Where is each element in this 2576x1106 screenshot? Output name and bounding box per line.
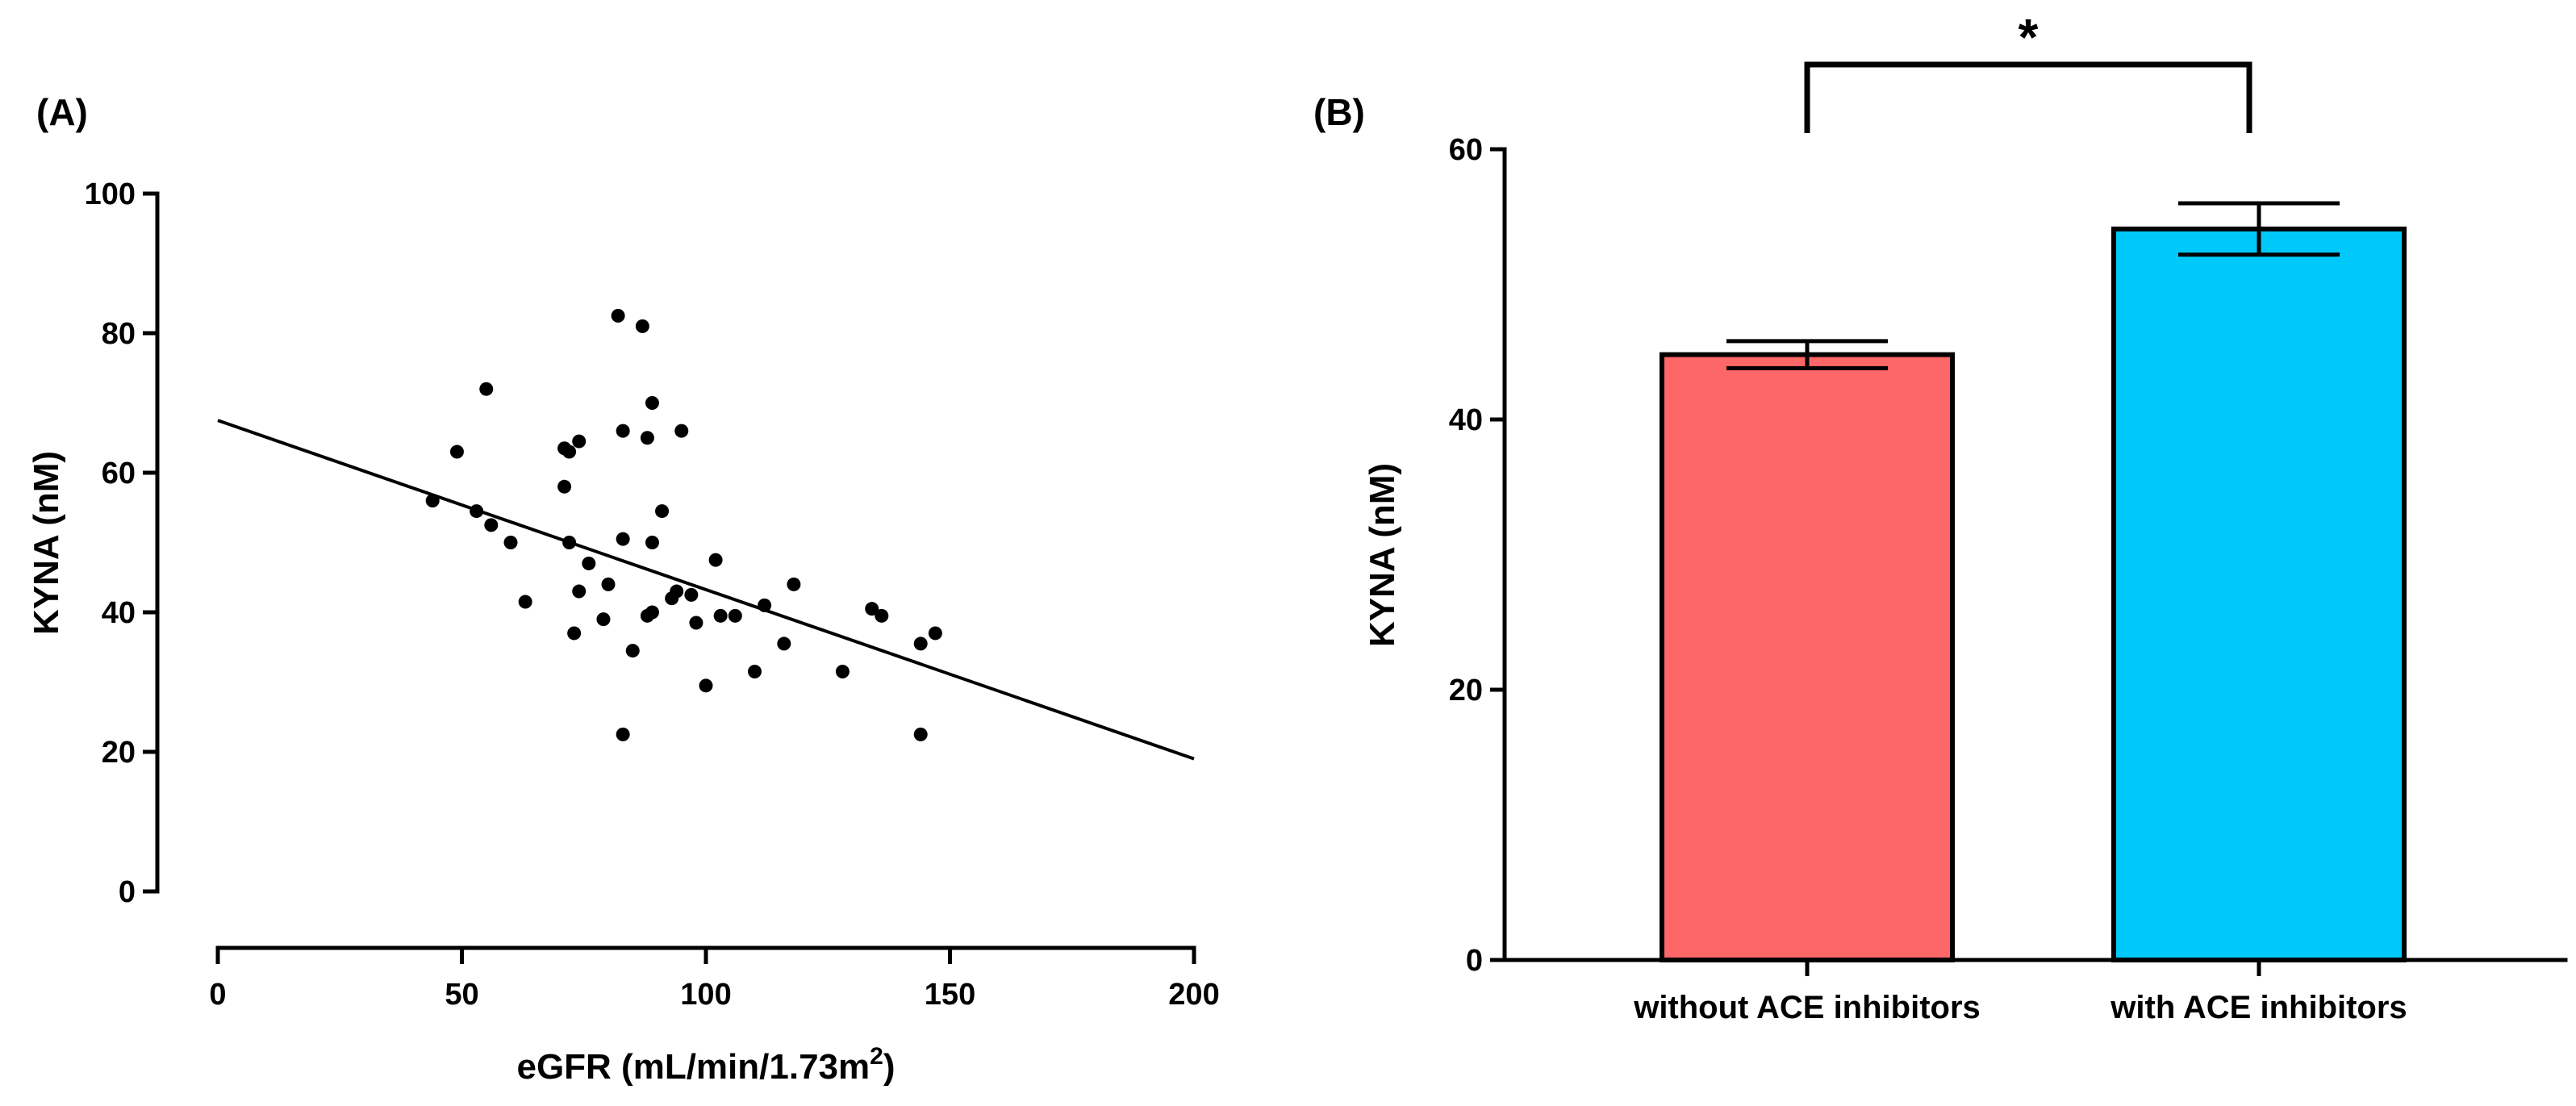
scatter-point [562, 444, 577, 459]
scatter-point [503, 536, 518, 549]
scatter-point [645, 605, 659, 620]
panel-a-y-axis-title: KYNA (nM) [27, 451, 66, 635]
x-title-superscript: 2 [870, 1043, 883, 1070]
scatter-point [674, 424, 689, 438]
scatter-point [875, 608, 889, 623]
panel-a-y-tick-label: 20 [102, 736, 136, 770]
scatter-point [645, 536, 659, 549]
scatter-point [635, 319, 649, 333]
panel-b: (B) 0 20 40 60 without ACE inhibitors with A… [1313, 8, 2568, 1025]
panel-b-y-ticks: 0 20 40 60 [1449, 133, 1505, 978]
scatter-points [425, 308, 942, 741]
scatter-point [484, 518, 499, 532]
scatter-point [596, 612, 611, 627]
scatter-point [913, 727, 928, 741]
x-title-close: ) [883, 1047, 896, 1087]
scatter-point [728, 608, 742, 623]
error-bar [1726, 339, 1888, 370]
scatter-point [699, 678, 713, 693]
scatter-point [928, 626, 942, 641]
panel-a-y-tick-label: 0 [119, 875, 136, 909]
scatter-point [758, 598, 772, 612]
scatter-point [708, 553, 723, 567]
scatter-point [625, 644, 640, 658]
significance-bracket [1804, 61, 2252, 133]
scatter-point [601, 577, 616, 591]
panel-b-y-tick-label: 0 [1466, 944, 1483, 978]
panel-b-y-tick-label: 40 [1449, 403, 1483, 437]
scatter-point [449, 444, 464, 459]
panel-a-y-tick-label: 80 [102, 317, 136, 351]
panel-b-label: (B) [1313, 91, 1365, 133]
scatter-point [713, 608, 728, 623]
scatter-point [645, 396, 659, 410]
bar [1660, 352, 1955, 963]
panel-b-y-tick-label: 60 [1449, 133, 1483, 167]
panel-a-y-ticks: 0 20 40 60 80 100 [85, 177, 157, 909]
scatter-point [670, 584, 684, 599]
regression-line [217, 419, 1195, 761]
scatter-point [611, 308, 625, 323]
scatter-point [425, 494, 440, 508]
scatter-point [689, 616, 703, 630]
scatter-point [777, 636, 791, 651]
scatter-point [518, 595, 532, 609]
panel-a-x-tick-label: 100 [680, 978, 731, 1012]
scatter-point [835, 665, 850, 679]
panel-a-x-axis-title: eGFR (mL/min/1.73m2) [516, 1043, 895, 1087]
panel-b-y-tick-label: 20 [1449, 674, 1483, 707]
panel-a-y-tick-label: 100 [85, 177, 136, 211]
scatter-point [616, 727, 630, 741]
scatter-point [572, 434, 587, 449]
scatter-point [479, 382, 494, 396]
panel-b-y-axis-title: KYNA (nM) [1363, 463, 1402, 647]
scatter-point [582, 556, 596, 570]
panel-a-y-tick-label: 40 [102, 596, 136, 630]
scatter-point [470, 504, 484, 519]
scatter-point [557, 479, 572, 494]
bar [2111, 226, 2407, 962]
scatter-point [572, 584, 587, 599]
panel-a-y-tick-label: 60 [102, 457, 136, 490]
scatter-point [748, 665, 762, 679]
scatter-point [865, 602, 879, 616]
bars: without ACE inhibitors with ACE inhibitor… [1633, 201, 2407, 1025]
scatter-point [913, 636, 928, 651]
scatter-point [567, 626, 582, 641]
scatter-point [616, 424, 630, 438]
scatter-point [787, 577, 801, 591]
bar-category-label: with ACE inhibitors [2110, 990, 2407, 1025]
error-bar [2178, 201, 2340, 257]
scatter-point [640, 431, 654, 445]
x-title-main: eGFR (mL/min/1.73m [516, 1047, 870, 1087]
panel-a-label: (A) [36, 91, 88, 133]
scatter-point [616, 532, 630, 546]
panel-a-x-tick-label: 0 [209, 978, 226, 1012]
scatter-point [684, 587, 699, 602]
panel-a-x-tick-label: 150 [925, 978, 975, 1012]
panel-a-x-tick-label: 200 [1168, 978, 1219, 1012]
panel-a-x-ticks: 0 50 100 150 200 [209, 948, 1220, 1012]
scatter-point [562, 536, 577, 549]
bar-category-label: without ACE inhibitors [1633, 990, 1981, 1025]
significance-star: * [2019, 8, 2039, 66]
scatter-point [655, 504, 670, 519]
panel-a-x-tick-label: 50 [445, 978, 478, 1012]
